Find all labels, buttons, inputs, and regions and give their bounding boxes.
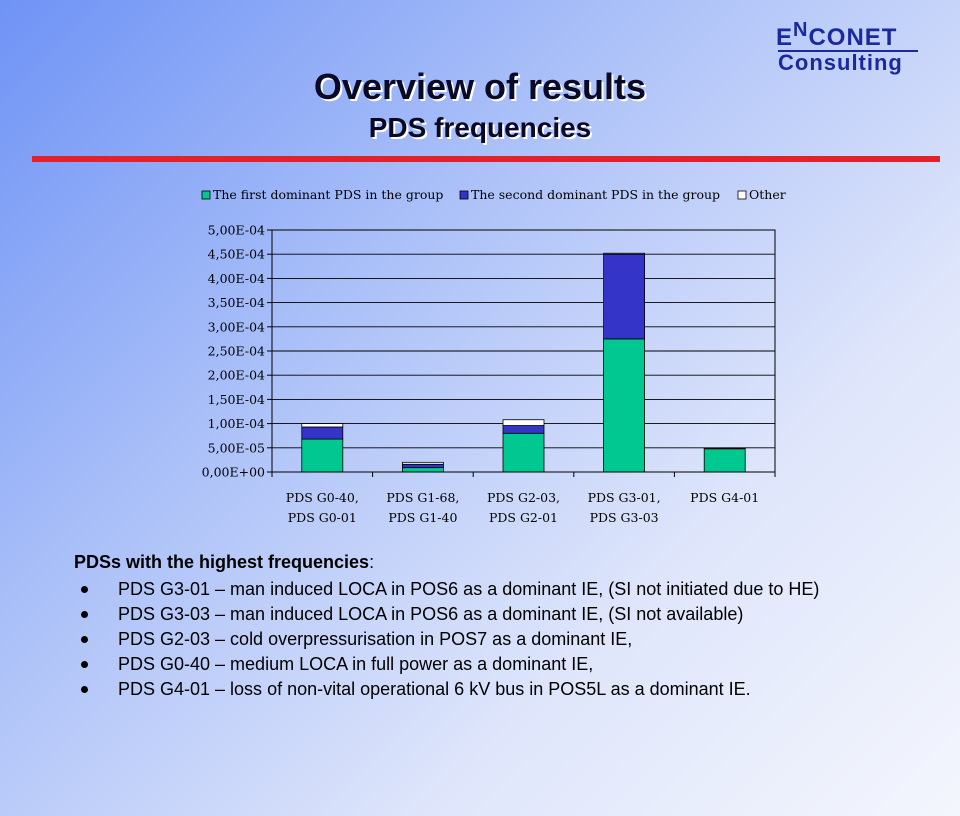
list-item: PDS G3-03 – man induced LOCA in POS6 as …	[74, 602, 934, 627]
y-tick-label: 0,00E+00	[202, 465, 265, 480]
bar-segment	[301, 438, 344, 473]
legend-swatch	[737, 190, 747, 200]
list-item: PDS G3-01 – man induced LOCA in POS6 as …	[74, 577, 934, 602]
stacked-bar-chart: The first dominant PDS in the group The s…	[201, 187, 786, 525]
list-item: PDS G0-40 – medium LOCA in full power as…	[74, 652, 934, 677]
x-tick-labels: PDS G0-40, PDS G0-01 PDS G1-68, PDS G1-40 PD…	[286, 490, 759, 525]
bullet-icon	[81, 586, 88, 593]
y-tick-label: 1,00E-04	[208, 416, 265, 431]
bar-segment	[502, 419, 545, 426]
title-divider	[32, 156, 940, 162]
x-tick-label: PDS G0-01	[288, 510, 357, 525]
bar-segment	[603, 253, 646, 340]
x-tick-label: PDS G3-01,	[588, 490, 661, 505]
y-tick-label: 5,00E-04	[208, 223, 265, 238]
y-tick-label: 3,00E-04	[208, 319, 265, 334]
y-tick-label: 4,00E-04	[208, 271, 265, 286]
slide-title: Overview of results	[313, 66, 647, 107]
y-tick-label: 5,00E-05	[208, 440, 265, 455]
bar-segment	[301, 423, 344, 428]
bullet-icon	[81, 611, 88, 618]
y-tick-label: 4,50E-04	[208, 247, 265, 262]
y-tick-label: 1,50E-04	[208, 392, 265, 407]
slide-subtitle: PDS frequencies	[368, 112, 592, 143]
y-tick-labels: 0,00E+00 5,00E-05 1,00E-04 1,50E-04 2,00E-04…	[202, 223, 265, 480]
legend-label: The first dominant PDS in the group	[213, 187, 443, 202]
x-tick-label: PDS G2-01	[489, 510, 558, 525]
x-tick-label: PDS G3-03	[590, 510, 659, 525]
list-item: PDS G4-01 – loss of non-vital operationa…	[74, 677, 934, 702]
highlights-list: PDSs with the highest frequencies: PDS G…	[74, 552, 934, 702]
logo-wordmark: ENCONET	[776, 19, 898, 51]
x-tick-label: PDS G1-40	[388, 510, 457, 525]
list-item: PDS G2-03 – cold overpressurisation in P…	[74, 627, 934, 652]
bar-segment	[502, 425, 545, 434]
legend-swatch	[459, 190, 469, 200]
bullet-icon	[81, 661, 88, 668]
logo-subtitle: Consulting	[778, 50, 903, 75]
chart-axes	[271, 229, 776, 477]
highlights-heading: PDSs with the highest frequencies:	[74, 552, 375, 572]
bar-segment	[603, 338, 646, 473]
x-tick-label: PDS G2-03,	[487, 490, 560, 505]
legend-label: The second dominant PDS in the group	[471, 187, 720, 202]
bullet-icon	[81, 686, 88, 693]
y-tick-label: 3,50E-04	[208, 295, 265, 310]
bar-segment	[703, 448, 746, 473]
logo-underline	[778, 50, 918, 52]
x-tick-label: PDS G0-40,	[286, 490, 359, 505]
bar-segment	[401, 463, 444, 469]
plot-area-border	[271, 229, 776, 473]
bar-segment	[301, 426, 344, 440]
y-tick-label: 2,50E-04	[208, 344, 265, 359]
legend-swatch	[201, 190, 211, 200]
bar-segment	[703, 447, 746, 450]
bar-segment	[502, 432, 545, 473]
bar-segment	[603, 252, 646, 255]
chart-legend: The first dominant PDS in the group The s…	[201, 187, 786, 202]
y-tick-label: 2,00E-04	[208, 368, 265, 383]
legend-label: Other	[749, 187, 786, 202]
x-tick-label: PDS G4-01	[690, 490, 759, 505]
bar-segment	[401, 467, 444, 473]
bar-segment	[401, 461, 444, 465]
enconet-logo: ENCONET Consulting	[772, 19, 932, 82]
x-tick-label: PDS G1-68,	[386, 490, 459, 505]
bullet-icon	[81, 636, 88, 643]
chart-gridlines	[267, 229, 775, 473]
chart-bars	[301, 252, 746, 473]
